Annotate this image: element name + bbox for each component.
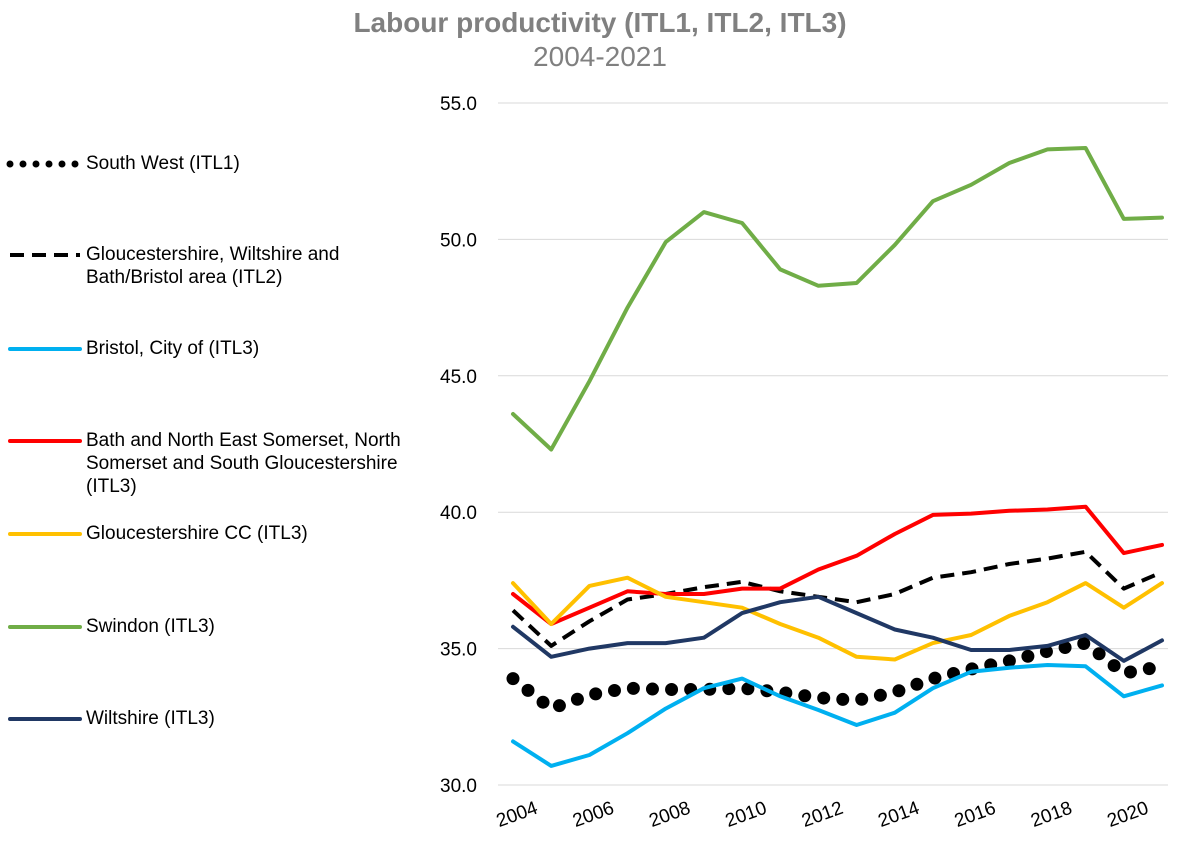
chart-subtitle: 2004-2021 xyxy=(533,41,667,72)
legend-label: Swindon (ITL3) xyxy=(86,616,215,637)
x-tick-label: 2010 xyxy=(723,798,770,832)
legend-label: Gloucestershire, Wiltshire and Bath/Bris… xyxy=(86,244,340,288)
series-line xyxy=(511,575,1164,662)
x-tick-label: 2018 xyxy=(1028,798,1075,832)
legend-label: South West (ITL1) xyxy=(86,153,240,174)
y-tick-label: 55.0 xyxy=(440,94,477,115)
x-tick-label: 2012 xyxy=(799,798,846,832)
series-line xyxy=(511,549,1163,648)
x-tick-label: 2004 xyxy=(494,798,541,832)
y-tick-label: 40.0 xyxy=(440,503,477,524)
x-tick-label: 2016 xyxy=(952,798,999,832)
series-line xyxy=(506,636,1169,716)
series-line xyxy=(511,594,1164,663)
y-tick-label: 35.0 xyxy=(440,640,477,661)
x-tick-label: 2020 xyxy=(1104,798,1151,832)
y-tick-label: 50.0 xyxy=(440,230,477,251)
legend-label: Gloucestershire CC (ITL3) xyxy=(86,523,308,544)
y-tick-label: 30.0 xyxy=(440,776,477,797)
legend-label: Bristol, City of (ITL3) xyxy=(86,338,260,359)
legend-label: Bath and North East Somerset, North Some… xyxy=(86,430,401,497)
x-tick-label: 2014 xyxy=(875,798,922,832)
y-tick-label: 45.0 xyxy=(440,367,477,388)
legend-label: Wiltshire (ITL3) xyxy=(86,708,215,729)
series-line xyxy=(511,504,1164,626)
x-tick-label: 2006 xyxy=(570,798,617,832)
x-tick-label: 2008 xyxy=(646,798,693,832)
chart-title: Labour productivity (ITL1, ITL2, ITL3) xyxy=(353,7,846,38)
series-line xyxy=(511,146,1164,452)
series-line xyxy=(511,663,1164,768)
